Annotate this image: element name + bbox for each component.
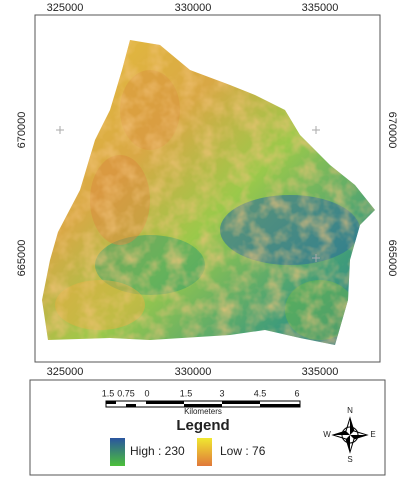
x-tick-label: 330000 [175,2,212,14]
x-tick-label: 335000 [302,2,339,14]
legend-high: High : 230 [130,444,185,458]
compass-n: N [347,406,353,415]
y-tick-label: 670000 [386,112,398,149]
x-tick-label: 335000 [302,366,339,378]
legend-title: Legend [176,417,229,434]
y-tick-label: 670000 [16,112,28,149]
x-tick-label: 330000 [175,366,212,378]
low-swatch [197,438,212,466]
compass-s: S [347,455,352,464]
grid-crosses [56,126,320,262]
scale-bar [105,400,301,408]
scale-label: 4.5 [254,388,267,398]
scale-label: 1.5 [102,388,115,398]
legend-low: Low : 76 [220,444,266,458]
x-tick-label: 325000 [47,366,84,378]
scale-label: 0 [144,388,149,398]
high-swatch [110,438,125,466]
scale-label: 6 [294,388,299,398]
compass-e: E [370,430,375,439]
scale-unit: Kilometers [184,407,222,416]
compass [331,416,369,454]
compass-w: W [323,430,331,439]
scale-label: 3 [219,388,224,398]
x-tick-label: 325000 [47,2,84,14]
y-tick-label: 665000 [16,240,28,277]
scale-label: 1.5 [180,388,193,398]
y-tick-label: 665000 [386,240,398,277]
scale-label: 0.75 [117,388,135,398]
